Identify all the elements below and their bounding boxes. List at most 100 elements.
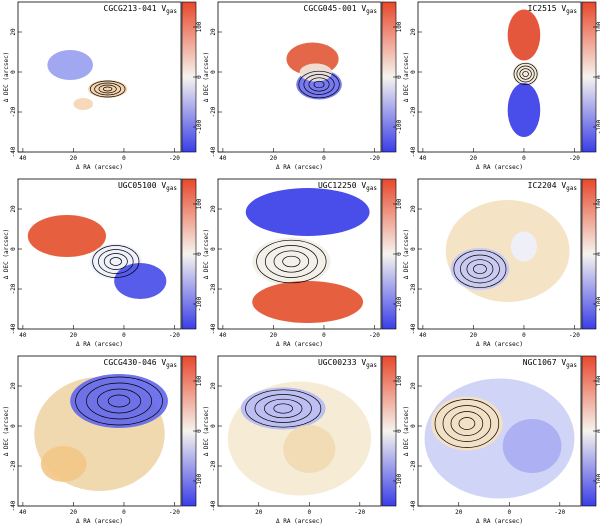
flux-contour <box>522 70 529 78</box>
x-tick-label: -20 <box>554 509 565 516</box>
panel-7: CGCG430-046 Vgas 20 0 -20 -40 Δ DEC (arcsec) 4… <box>3 355 203 525</box>
flux-contour <box>254 394 312 423</box>
y-tick-label: -20 <box>210 283 217 294</box>
x-axis-label: Δ RA (arcsec) <box>76 341 123 348</box>
velocity-field <box>445 200 570 302</box>
x-tick-label: 40 <box>19 155 27 162</box>
velocity-field <box>424 378 575 499</box>
velocity-region <box>73 98 93 110</box>
velocity-region <box>299 63 333 82</box>
y-tick-label: 20 <box>10 28 17 36</box>
x-tick-label: 0 <box>322 332 326 339</box>
y-axis-label: Δ DEC (arcsec) <box>403 52 410 103</box>
x-tick-label: 0 <box>507 509 511 516</box>
y-axis-label: Δ DEC (arcsec) <box>3 229 10 280</box>
flux-contour <box>308 77 330 92</box>
colorbar-tick-label: 0 <box>396 429 403 433</box>
velocity-region <box>40 446 87 482</box>
velocity-region <box>507 83 541 137</box>
y-tick-label: -20 <box>210 106 217 117</box>
colorbar-tick-label: 100 <box>196 198 203 209</box>
colorbar-tick-label: 0 <box>396 75 403 79</box>
velocity-field <box>47 50 128 110</box>
velocity-region <box>502 419 562 473</box>
colorbar-tick-label: 100 <box>596 198 600 209</box>
x-tick-label: 20 <box>70 155 78 162</box>
flux-contour <box>453 249 507 289</box>
colorbar-tick-label: 0 <box>196 252 203 256</box>
y-tick-label: 20 <box>410 28 417 36</box>
velocity-region <box>70 374 168 428</box>
x-tick-label: 20 <box>255 509 263 516</box>
y-axis-label: Δ DEC (arcsec) <box>403 406 410 457</box>
colorbar-tick-label: 100 <box>596 375 600 386</box>
y-tick-label: -20 <box>10 460 17 471</box>
x-tick-label: 0 <box>122 509 126 516</box>
flux-contour <box>458 417 476 430</box>
flux-contour <box>298 70 340 99</box>
y-tick-label: 20 <box>210 382 217 390</box>
velocity-region <box>431 396 503 451</box>
y-tick-label: 0 <box>410 424 417 428</box>
panel-6: IC2204 Vgas 20 0 -20 -40 Δ DEC (arcsec) 40 20 0 -… <box>403 178 600 348</box>
flux-contour <box>96 388 142 414</box>
flux-contour <box>89 80 126 98</box>
x-tick-label: 40 <box>219 155 227 162</box>
colorbar-tick-label: -100 <box>596 473 600 488</box>
y-tick-label: 0 <box>210 247 217 251</box>
y-tick-label: 20 <box>10 382 17 390</box>
panel-9: NGC1067 Vgas 20 0 -20 -40 Δ DEC (arcsec) 20 0 -2… <box>403 355 600 525</box>
flux-contour <box>303 74 335 95</box>
x-tick-label: 40 <box>419 332 427 339</box>
flux-contour <box>442 405 492 442</box>
colorbar-tick-label: 100 <box>196 21 203 32</box>
y-tick-label: -40 <box>210 323 217 334</box>
flux-contour <box>282 255 301 268</box>
x-axis-label: Δ RA (arcsec) <box>476 341 523 348</box>
flux-contour <box>473 263 487 275</box>
flux-contour <box>460 254 500 284</box>
flux-contour <box>273 403 293 414</box>
x-tick-label: -20 <box>169 509 180 516</box>
x-tick-label: 40 <box>19 509 27 516</box>
colorbar-tick-label: 0 <box>196 429 203 433</box>
y-tick-label: -20 <box>410 460 417 471</box>
colorbar-tick-label: 0 <box>596 252 600 256</box>
colorbar-tick-label: 0 <box>196 75 203 79</box>
colorbar-tick-label: -100 <box>196 473 203 488</box>
y-tick-label: 20 <box>410 205 417 213</box>
y-axis-label: Δ DEC (arcsec) <box>3 52 10 103</box>
y-tick-label: -40 <box>10 323 17 334</box>
x-tick-label: 20 <box>70 332 78 339</box>
y-tick-label: 20 <box>210 205 217 213</box>
y-axis-label: Δ DEC (arcsec) <box>203 406 210 457</box>
velocity-field <box>227 381 372 496</box>
flux-contour <box>256 239 327 284</box>
x-axis-label: Δ RA (arcsec) <box>276 341 323 348</box>
velocity-field <box>507 9 541 137</box>
panel-5: UGC12250 Vgas 20 0 -20 -40 Δ DEC (arcsec) 40 20… <box>203 178 403 348</box>
colorbar-tick-label: 100 <box>396 198 403 209</box>
panel-title: IC2204 Vgas <box>528 181 578 192</box>
y-tick-label: 0 <box>10 424 17 428</box>
panel-title: UGC05100 Vgas <box>118 181 177 192</box>
velocity-region <box>88 80 128 98</box>
panel-4: UGC05100 Vgas 20 0 -20 -40 Δ DEC (arcsec) 40 20… <box>3 178 203 348</box>
panel-title: UGC00233 Vgas <box>318 358 377 369</box>
velocity-region <box>450 248 510 290</box>
y-tick-label: -20 <box>410 283 417 294</box>
x-tick-label: 20 <box>455 509 463 516</box>
y-tick-label: 0 <box>410 70 417 74</box>
panel-title: UGC12250 Vgas <box>318 181 377 192</box>
velocity-field <box>34 374 168 491</box>
flux-contour <box>98 249 134 274</box>
x-tick-label: 40 <box>19 332 27 339</box>
x-tick-label: 20 <box>470 155 478 162</box>
colorbar-tick-label: -100 <box>396 473 403 488</box>
velocity-field <box>245 188 370 323</box>
y-tick-label: 0 <box>410 247 417 251</box>
flux-contour <box>107 394 131 408</box>
x-tick-label: 20 <box>270 332 278 339</box>
y-axis-label: Δ DEC (arcsec) <box>203 52 210 103</box>
x-axis-label: Δ RA (arcsec) <box>76 164 123 171</box>
